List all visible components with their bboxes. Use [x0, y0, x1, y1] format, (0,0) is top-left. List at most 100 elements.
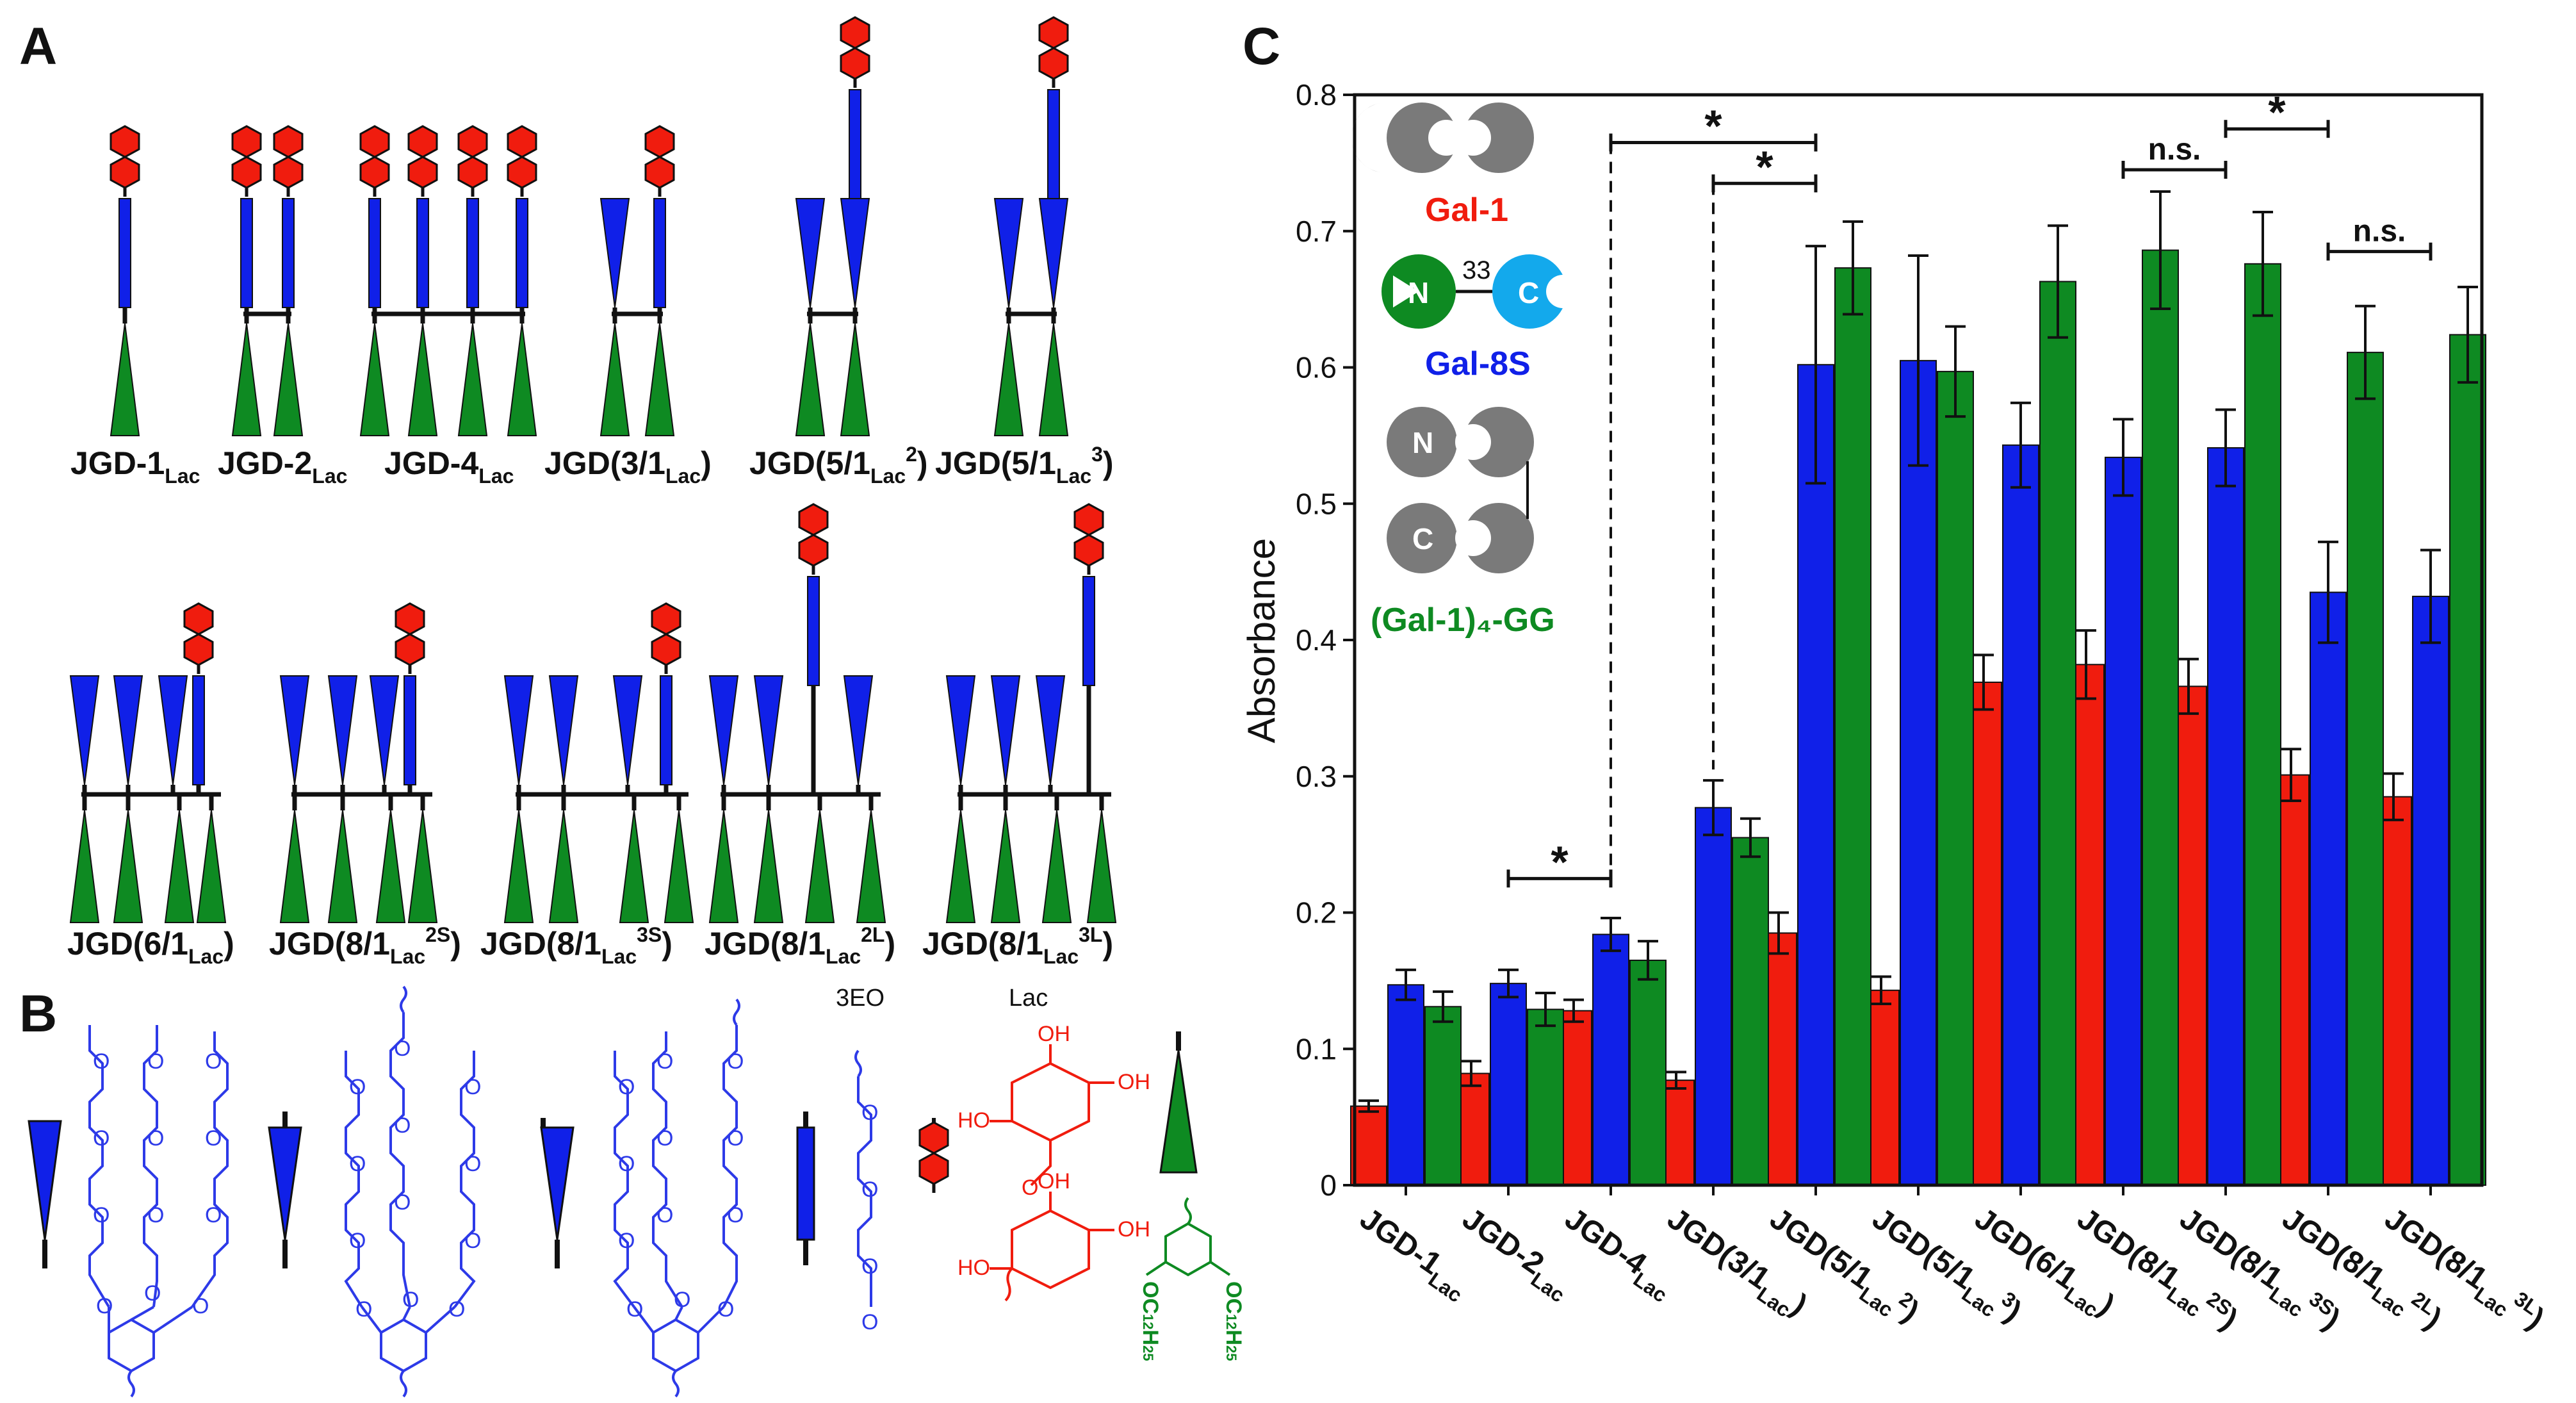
- blue-dendron-icon: [600, 198, 630, 308]
- hydrophobic-dendron-icon: [645, 323, 674, 436]
- blue-dendron-icon: [1036, 675, 1065, 785]
- y-tick-label: 0: [1320, 1169, 1337, 1202]
- blue-dendron-icon: [946, 675, 975, 785]
- lactose-icon: [396, 603, 424, 674]
- lac-symbol: [920, 1122, 948, 1193]
- blue-rect-symbol: [796, 1126, 815, 1241]
- svg-text:O: O: [464, 1152, 481, 1176]
- bar: [2207, 447, 2244, 1186]
- svg-text:O: O: [205, 1203, 222, 1227]
- hydrophobic-dendron-icon: [165, 810, 194, 923]
- lactose-icon: [409, 126, 437, 197]
- hydrophobic-dendron-icon: [273, 323, 303, 436]
- blue-dendron-icon: [113, 675, 143, 785]
- svg-text:OC12H25: OC12H25: [1221, 1281, 1246, 1361]
- 3eo-dendron-structure-2: [344, 985, 476, 1398]
- bar: [2105, 456, 2142, 1186]
- bar: [2347, 352, 2384, 1186]
- hydrophobic-dendron-icon: [805, 810, 835, 923]
- blue-dendron-icon: [709, 675, 738, 785]
- svg-text:O: O: [96, 1294, 113, 1318]
- y-tick-label: 0.6: [1296, 351, 1337, 384]
- panel-a-labels-row1: JGD-1Lac JGD-2Lac JGD-4Lac JGD(3/1Lac) J…: [70, 443, 1114, 488]
- svg-text:O: O: [448, 1297, 465, 1322]
- svg-text:O: O: [1022, 1176, 1038, 1200]
- 3eo-chain-oxygens: O O O O: [861, 1101, 878, 1334]
- svg-text:O: O: [144, 1281, 161, 1306]
- blue-dendron-icon: [370, 675, 399, 785]
- svg-text:O: O: [349, 1075, 366, 1099]
- svg-text:O: O: [355, 1297, 372, 1322]
- 3eo-linker-icon: [1047, 89, 1060, 199]
- significance-label: n.s.: [2353, 215, 2406, 249]
- svg-text:O: O: [464, 1075, 481, 1099]
- svg-text:HO: HO: [958, 1256, 990, 1280]
- 3eo-dendron-structure-1: [88, 1025, 229, 1398]
- blue-dendron-icon: [549, 675, 578, 785]
- bar: [1424, 1006, 1462, 1186]
- 3eo-linker-icon: [807, 576, 820, 686]
- blue-wedge-symbol: [540, 1126, 575, 1240]
- hydrophobic-dendron-icon: [113, 810, 143, 923]
- svg-text:O: O: [727, 1049, 744, 1074]
- svg-text:HO: HO: [958, 1108, 990, 1133]
- hydrophobic-dendron-icon: [458, 323, 487, 436]
- 3eo-linker-icon: [192, 675, 205, 785]
- svg-text:O: O: [618, 1152, 635, 1176]
- 3eo-oxygens-2: O O O O O O O O O O O O: [349, 1037, 481, 1322]
- svg-text:O: O: [656, 1126, 673, 1151]
- 3eo-linker-icon: [660, 675, 673, 785]
- blue-wedge-symbol: [268, 1126, 302, 1240]
- 3eo-linker-icon: [466, 198, 479, 308]
- hydrophobic-dendron-icon: [1039, 323, 1068, 436]
- significance-label: *: [1551, 837, 1569, 887]
- hydrophobic-dendron-icon: [994, 323, 1023, 436]
- gal-1-tetramer-icon: N C: [1387, 407, 1534, 573]
- 3eo-linker-icon: [118, 198, 131, 308]
- hydrophobic-dendron-icon: [408, 323, 437, 436]
- lactose-icon: [459, 126, 487, 197]
- hydrophobic-dendron-icon: [507, 323, 537, 436]
- bar: [1797, 364, 1834, 1186]
- hydrophobic-dendron-icon: [1042, 810, 1072, 923]
- svg-text:33: 33: [1462, 256, 1491, 284]
- bar: [1527, 1008, 1564, 1186]
- blue-dendron-icon: [328, 675, 357, 785]
- svg-text:O: O: [861, 1177, 878, 1202]
- hydrophobic-dendron-icon: [232, 323, 261, 436]
- x-tick-label: JGD(8/1Lac3L): [2375, 1200, 2551, 1341]
- panel-letter-c: C: [1243, 17, 1280, 76]
- bar: [1732, 837, 1769, 1186]
- compound-label: JGD(5/1Lac3): [935, 443, 1114, 488]
- svg-text:OH: OH: [1118, 1070, 1150, 1094]
- bar: [2412, 595, 2449, 1186]
- y-tick-label: 0.5: [1296, 487, 1337, 520]
- svg-text:O: O: [93, 1203, 110, 1227]
- svg-text:N: N: [1408, 276, 1429, 309]
- svg-text:O: O: [402, 1288, 419, 1312]
- hydrophobic-dendron-icon: [549, 810, 578, 923]
- svg-text:O: O: [717, 1297, 734, 1322]
- 3eo-chain-structure: [854, 1049, 872, 1307]
- x-tick-label: JGD-1Lac: [1350, 1202, 1476, 1307]
- y-tick-label: 0.8: [1296, 78, 1337, 111]
- panel-letter-b: B: [19, 985, 57, 1043]
- label-lac: Lac: [1009, 985, 1048, 1012]
- lactose-icon: [799, 504, 827, 575]
- 3eo-linker-icon: [368, 198, 381, 308]
- blue-dendron-icon: [280, 675, 309, 785]
- bar: [1937, 370, 1974, 1186]
- svg-text:O: O: [618, 1075, 635, 1099]
- svg-text:N: N: [1412, 426, 1433, 459]
- hydrophobic-dendron-icon: [376, 810, 405, 923]
- hydrophobic-dendron-icon: [197, 810, 226, 923]
- compound-label: JGD(8/1Lac3S): [480, 923, 673, 968]
- lactose-icon: [232, 126, 261, 197]
- blue-dendron-icon: [840, 198, 870, 308]
- svg-text:O: O: [861, 1310, 878, 1334]
- svg-text:O: O: [205, 1049, 222, 1074]
- bar: [1490, 983, 1527, 1186]
- svg-text:O: O: [192, 1294, 209, 1318]
- blue-wedge-symbol: [28, 1120, 62, 1240]
- lactose-icon: [1039, 17, 1068, 88]
